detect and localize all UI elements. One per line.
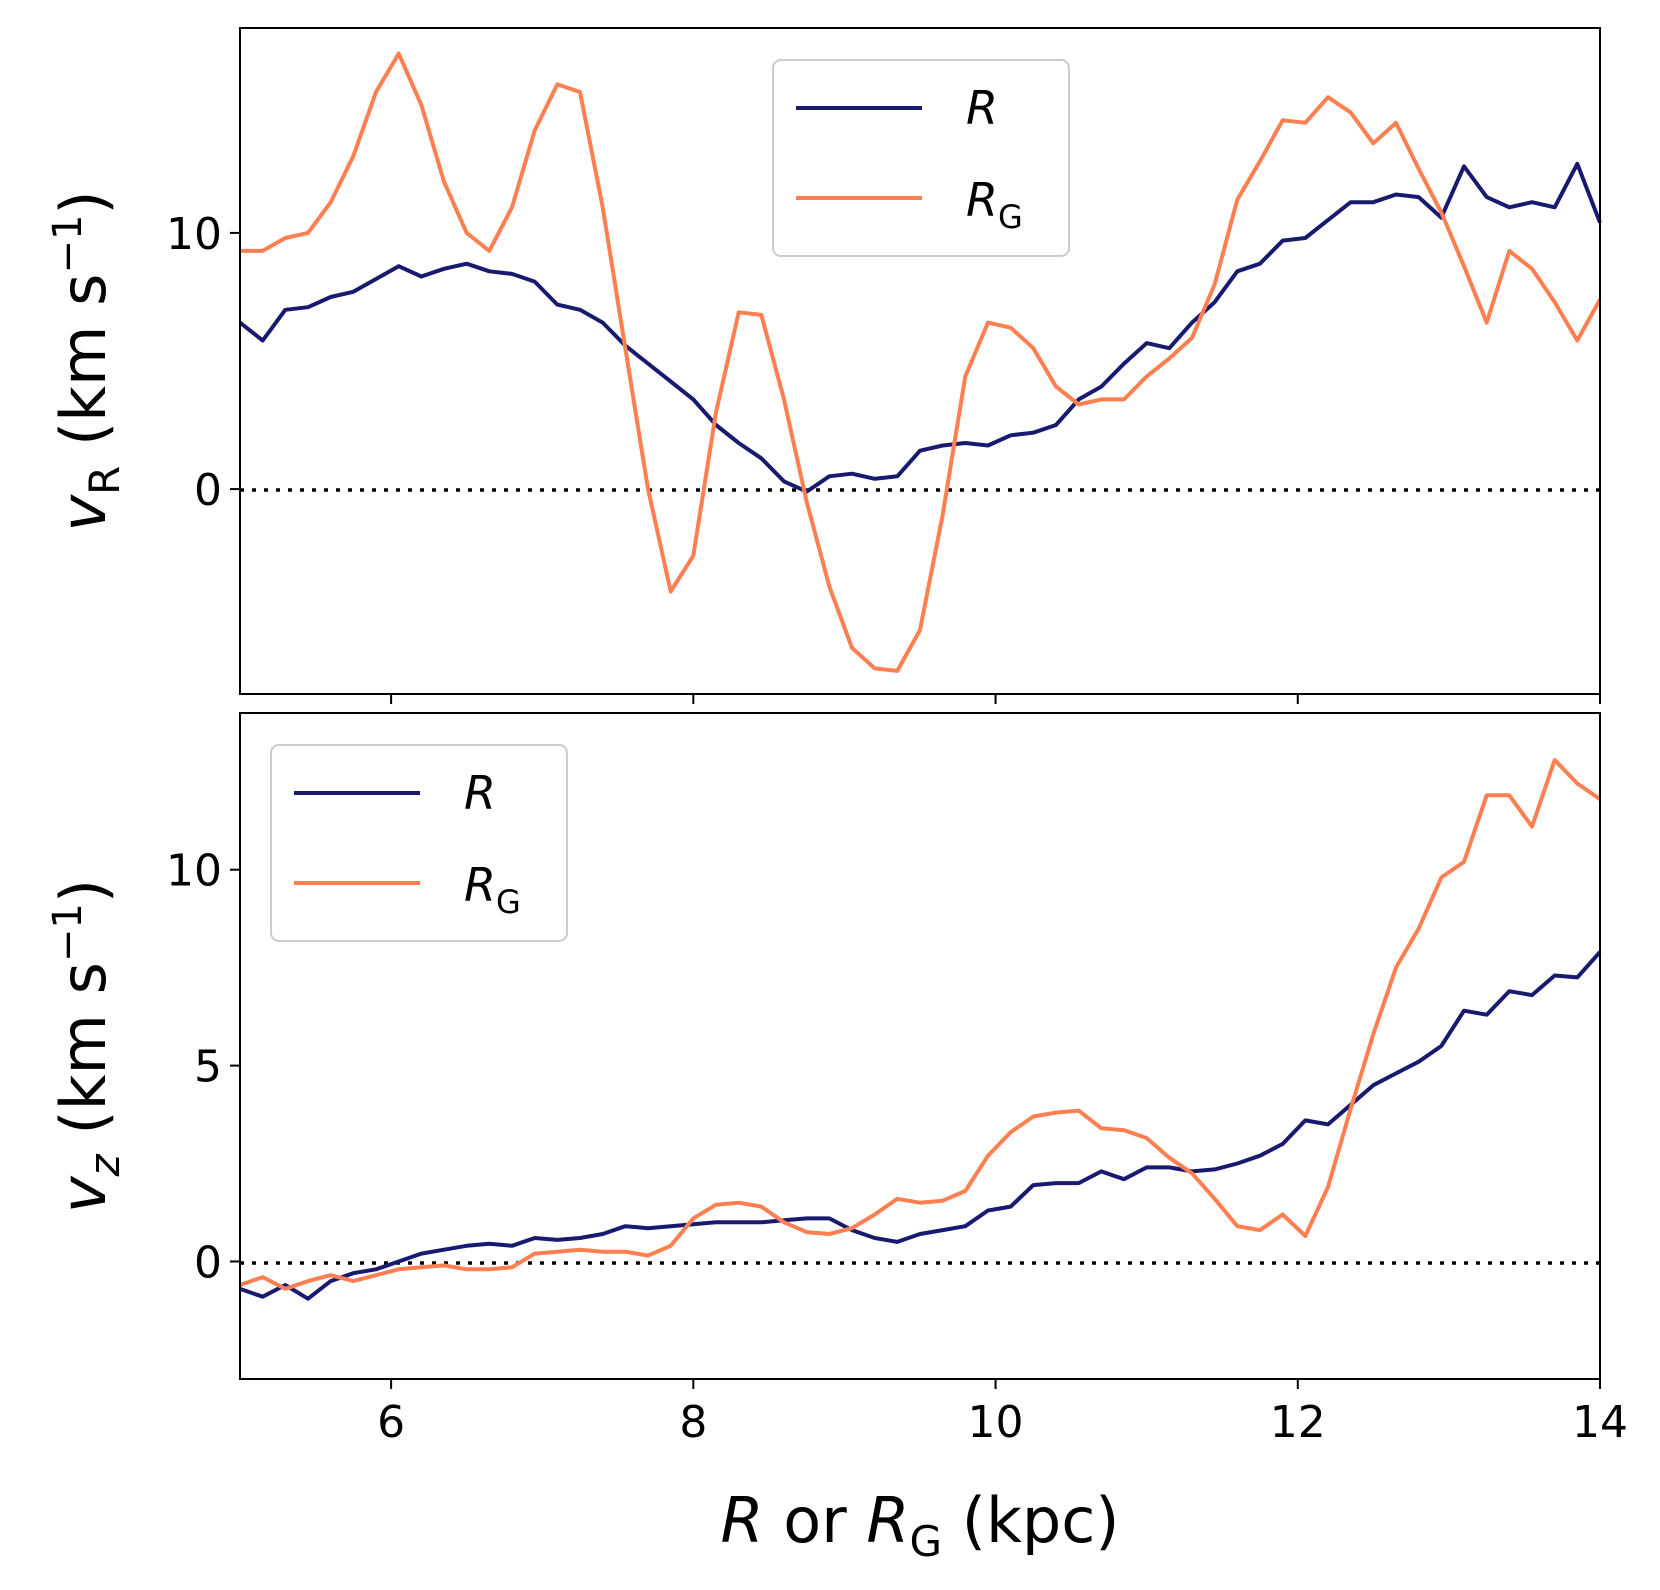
bottom-legend-label-r: R	[464, 766, 496, 820]
x-tick-label: 8	[679, 1397, 707, 1448]
top-ticks-group: 0 10	[166, 209, 1601, 704]
top-series-line-r	[238, 161, 1602, 494]
top-panel: 0 10 vR (km s−1) R RG	[45, 27, 1602, 704]
y-tick-label: 0	[194, 1237, 222, 1288]
top-legend-label-rg: RG	[966, 173, 1023, 236]
x-tick-label: 6	[377, 1397, 405, 1448]
bottom-series-line-rg	[239, 758, 1602, 1291]
x-tick-label: 14	[1572, 1397, 1628, 1448]
x-axis-label: R or RG (kpc)	[720, 1484, 1119, 1566]
y-tick-label: 5	[194, 1042, 222, 1093]
top-y-axis-label: vR (km s−1)	[45, 190, 129, 531]
x-tick-label: 10	[968, 1397, 1024, 1448]
y-tick-label: 10	[166, 846, 222, 897]
bottom-legend-label-rg: RG	[464, 858, 521, 921]
top-legend-label-r: R	[966, 81, 998, 135]
x-tick-label: 12	[1270, 1397, 1326, 1448]
top-axes-frame	[239, 27, 1601, 695]
top-legend: R RG	[772, 59, 1070, 257]
top-series-line-rg	[240, 51, 1602, 673]
bottom-y-axis-label: vz (km s−1)	[45, 879, 129, 1213]
bottom-ticks-group: 0 5 10 6 8 10 12 14	[166, 846, 1628, 1448]
bottom-legend: R RG	[270, 744, 568, 942]
bottom-series-line-r	[239, 950, 1602, 1301]
top-series-group	[238, 51, 1602, 673]
bottom-axes-frame	[239, 712, 1601, 1380]
bottom-series-group	[239, 758, 1602, 1301]
bottom-panel: 0 5 10 6 8 10 12 14 vz (km s−1) R or RG (kpc) R…	[45, 712, 1628, 1566]
y-tick-label: 0	[194, 465, 222, 516]
y-tick-label: 10	[166, 209, 222, 260]
